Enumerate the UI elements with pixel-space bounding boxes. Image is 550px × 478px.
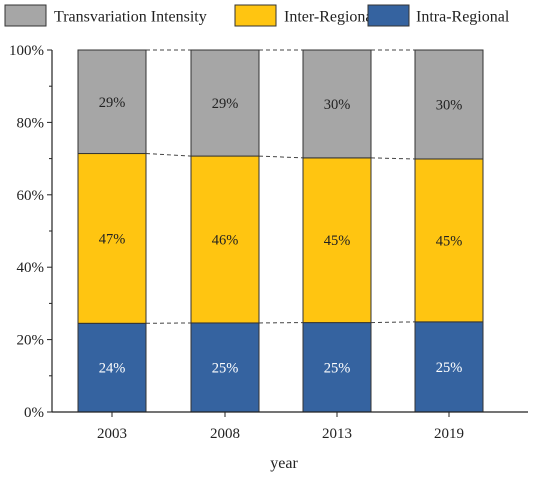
legend-swatch-inter-regional bbox=[234, 4, 277, 27]
data-label-intra-regional-2003: 24% bbox=[99, 361, 126, 377]
x-tick-label: 2019 bbox=[434, 426, 464, 442]
connector-line bbox=[258, 155, 304, 159]
axes: 0% 20% 40% 60% 80% 100% 2003 2008 2013 2019 bbox=[9, 43, 528, 442]
bar-segment-transvariation-intensity-2013 bbox=[302, 49, 372, 159]
data-label-inter-regional-2008: 46% bbox=[212, 233, 239, 249]
bar-segment-intra-regional-2013 bbox=[302, 322, 372, 413]
bar-segment-inter-regional-2013 bbox=[302, 157, 372, 324]
x-axis-title: year bbox=[270, 455, 298, 472]
x-tick-label: 2013 bbox=[322, 426, 352, 442]
data-label-intra-regional-2008: 25% bbox=[212, 360, 239, 376]
x-tick-label: 2008 bbox=[210, 426, 240, 442]
bar-segment-transvariation-intensity-2019 bbox=[414, 49, 484, 160]
data-label-transvariation-intensity-2008: 29% bbox=[212, 96, 239, 112]
y-tick-label: 100% bbox=[9, 43, 44, 59]
y-tick-label: 40% bbox=[17, 260, 45, 276]
data-label-inter-regional-2013: 45% bbox=[324, 233, 351, 249]
legend: Transvariation Intensity Inter-Regional In… bbox=[4, 4, 510, 27]
y-tick-label: 80% bbox=[17, 115, 45, 131]
connector-lines bbox=[145, 49, 416, 324]
data-label-inter-regional-2003: 47% bbox=[99, 231, 126, 247]
legend-swatch-transvariation-intensity bbox=[4, 4, 47, 27]
data-label-inter-regional-2019: 45% bbox=[436, 233, 463, 249]
bar-segment-transvariation-intensity-2003 bbox=[77, 49, 147, 155]
connector-line bbox=[145, 153, 192, 157]
legend-label-intra-regional: Intra-Regional bbox=[416, 9, 510, 26]
legend-label-inter-regional: Inter-Regional bbox=[284, 9, 378, 26]
bar-segment-intra-regional-2003 bbox=[77, 322, 147, 413]
bar-segment-inter-regional-2019 bbox=[414, 158, 484, 323]
bars: 24% 47% 29% 25% 46% 29% 25% 45% 30% 25% 45% 30% bbox=[77, 49, 484, 413]
legend-swatch-intra-regional bbox=[367, 4, 410, 27]
y-tick-label: 0% bbox=[24, 405, 44, 421]
data-label-transvariation-intensity-2003: 29% bbox=[99, 95, 126, 111]
y-tick-label: 20% bbox=[17, 333, 45, 349]
bar-segment-inter-regional-2008 bbox=[190, 155, 260, 324]
legend-label-transvariation-intensity: Transvariation Intensity bbox=[54, 9, 207, 26]
y-tick-label: 60% bbox=[17, 188, 45, 204]
data-label-transvariation-intensity-2013: 30% bbox=[324, 97, 351, 113]
connector-line bbox=[370, 157, 416, 160]
connector-line bbox=[370, 321, 416, 324]
data-label-intra-regional-2013: 25% bbox=[324, 360, 351, 376]
data-label-intra-regional-2019: 25% bbox=[436, 360, 463, 376]
bar-segment-transvariation-intensity-2008 bbox=[190, 49, 260, 157]
x-tick-label: 2003 bbox=[97, 426, 127, 442]
data-label-transvariation-intensity-2019: 30% bbox=[436, 97, 463, 113]
